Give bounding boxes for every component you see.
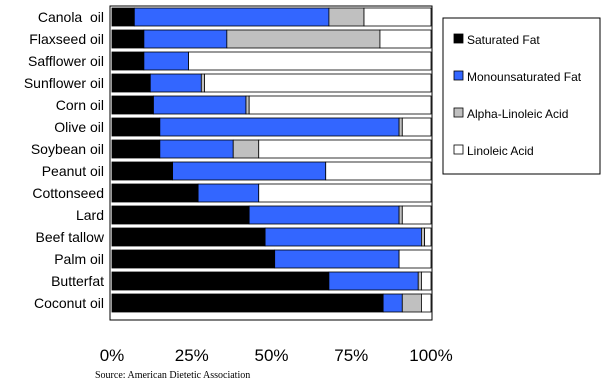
category-label-corn-oil: Corn oil <box>56 97 104 113</box>
bar-segment-sunflower-oil-alpha-linoleic-acid <box>200 73 205 93</box>
bars-layer <box>111 7 432 313</box>
category-label-butterfat: Butterfat <box>51 273 104 289</box>
bar-segment-lard-saturated-fat <box>111 205 250 225</box>
bar-segment-peanut-oil-linoleic-acid <box>325 161 432 181</box>
legend-swatch-linoleic-acid <box>453 144 464 155</box>
bar-segment-butterfat-alpha-linoleic-acid <box>417 271 422 291</box>
bar-segment-sunflower-oil-monounsaturated-fat <box>149 73 202 93</box>
bar-segment-olive-oil-saturated-fat <box>111 117 161 137</box>
category-label-sunflower-oil: Sunflower oil <box>24 75 104 91</box>
x-tick-label-1: 25% <box>175 346 209 365</box>
bar-segment-cottonseed-monounsaturated-fat <box>197 183 260 203</box>
legend-label-alpha-linoleic-acid: Alpha-Linoleic Acid <box>467 107 568 121</box>
plot-area-border <box>109 5 433 321</box>
legend-label-saturated-fat: Saturated Fat <box>467 33 540 47</box>
bar-segment-palm-oil-saturated-fat <box>111 249 276 269</box>
bar-segment-peanut-oil-monounsaturated-fat <box>172 161 327 181</box>
category-label-cottonseed: Cottonseed <box>32 185 104 201</box>
legend: Saturated Fat Monounsaturated Fat Alpha-Li… <box>442 17 601 175</box>
bar-segment-sunflower-oil-linoleic-acid <box>204 73 432 93</box>
legend-swatch-alpha-linoleic-acid <box>453 107 464 118</box>
bar-segment-soybean-oil-monounsaturated-fat <box>159 139 234 159</box>
bar-segment-cottonseed-linoleic-acid <box>258 183 432 203</box>
source-note: Source: American Dietetic Association <box>95 370 250 381</box>
bar-segment-olive-oil-alpha-linoleic-acid <box>398 117 403 137</box>
bar-segment-beef-tallow-linoleic-acid <box>424 227 432 247</box>
bar-segment-olive-oil-monounsaturated-fat <box>159 117 400 137</box>
bar-segment-flaxseed-oil-alpha-linoleic-acid <box>226 29 381 49</box>
legend-label-linoleic-acid: Linoleic Acid <box>467 144 534 158</box>
category-label-lard: Lard <box>76 207 104 223</box>
x-tick-label-0: 0% <box>100 346 125 365</box>
legend-label-monounsaturated-fat: Monounsaturated Fat <box>467 70 582 84</box>
category-label-palm-oil: Palm oil <box>54 251 104 267</box>
category-label-safflower-oil: Safflower oil <box>28 53 104 69</box>
bar-segment-flaxseed-oil-saturated-fat <box>111 29 145 49</box>
bar-segment-corn-oil-alpha-linoleic-acid <box>245 95 250 115</box>
bar-segment-lard-linoleic-acid <box>401 205 432 225</box>
legend-swatch-saturated-fat <box>453 33 464 44</box>
bar-segment-corn-oil-linoleic-acid <box>248 95 432 115</box>
bar-segment-coconut-oil-saturated-fat <box>111 293 384 313</box>
bar-segment-soybean-oil-saturated-fat <box>111 139 161 159</box>
x-axis-ticks: 0% 25% 50% 75% 100% <box>100 346 453 365</box>
bar-segment-coconut-oil-linoleic-acid <box>421 293 432 313</box>
bar-segment-lard-alpha-linoleic-acid <box>398 205 403 225</box>
bar-segment-canola-oil-saturated-fat <box>111 7 135 27</box>
bar-segment-palm-oil-linoleic-acid <box>398 249 432 269</box>
bar-segment-beef-tallow-alpha-linoleic-acid <box>421 227 426 247</box>
bar-segment-sunflower-oil-saturated-fat <box>111 73 151 93</box>
bar-segment-safflower-oil-saturated-fat <box>111 51 145 71</box>
legend-box <box>442 17 601 175</box>
bar-segment-lard-monounsaturated-fat <box>248 205 400 225</box>
bar-segment-safflower-oil-linoleic-acid <box>188 51 432 71</box>
bar-segment-coconut-oil-alpha-linoleic-acid <box>401 293 422 313</box>
bar-segment-peanut-oil-saturated-fat <box>111 161 174 181</box>
x-tick-label-3: 75% <box>334 346 368 365</box>
category-labels: Canola oil Flaxseed oil Safflower oil Sunfl… <box>24 9 105 311</box>
bar-segment-corn-oil-saturated-fat <box>111 95 154 115</box>
category-label-flaxseed-oil: Flaxseed oil <box>29 31 104 47</box>
bar-segment-canola-oil-monounsaturated-fat <box>133 7 330 27</box>
bar-segment-soybean-oil-alpha-linoleic-acid <box>232 139 260 159</box>
bar-segment-safflower-oil-monounsaturated-fat <box>143 51 189 71</box>
bar-segment-flaxseed-oil-monounsaturated-fat <box>143 29 228 49</box>
category-label-olive-oil: Olive oil <box>54 119 104 135</box>
bar-segment-flaxseed-oil-linoleic-acid <box>379 29 432 49</box>
bar-segment-butterfat-monounsaturated-fat <box>328 271 419 291</box>
bar-segment-butterfat-linoleic-acid <box>421 271 432 291</box>
category-label-coconut-oil: Coconut oil <box>34 295 104 311</box>
x-tick-label-4: 100% <box>409 346 452 365</box>
bar-segment-canola-oil-alpha-linoleic-acid <box>328 7 365 27</box>
category-label-beef-tallow: Beef tallow <box>36 229 105 245</box>
x-tick-label-2: 50% <box>254 346 288 365</box>
bar-segment-canola-oil-linoleic-acid <box>363 7 432 27</box>
bar-segment-palm-oil-monounsaturated-fat <box>274 249 400 269</box>
category-label-peanut-oil: Peanut oil <box>42 163 104 179</box>
category-label-soybean-oil: Soybean oil <box>31 141 104 157</box>
bar-segment-corn-oil-monounsaturated-fat <box>153 95 247 115</box>
bar-segment-butterfat-saturated-fat <box>111 271 330 291</box>
bar-segment-soybean-oil-linoleic-acid <box>258 139 432 159</box>
bar-segment-coconut-oil-monounsaturated-fat <box>382 293 403 313</box>
legend-items: Saturated Fat Monounsaturated Fat Alpha-Li… <box>453 33 582 158</box>
category-label-canola-oil: Canola oil <box>38 9 104 25</box>
legend-swatch-monounsaturated-fat <box>453 70 464 81</box>
bar-segment-olive-oil-linoleic-acid <box>401 117 432 137</box>
bar-segment-cottonseed-saturated-fat <box>111 183 199 203</box>
bar-segment-beef-tallow-monounsaturated-fat <box>264 227 422 247</box>
bar-segment-beef-tallow-saturated-fat <box>111 227 266 247</box>
